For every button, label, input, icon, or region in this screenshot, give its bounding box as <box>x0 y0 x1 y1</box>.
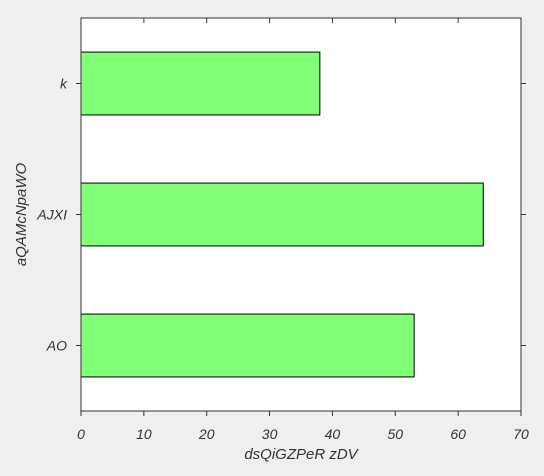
bars-group <box>80 51 484 378</box>
plot-frame <box>80 17 522 412</box>
x-tick-label: 60 <box>450 426 466 442</box>
tick-labels-group: k AJXI AO 0 10 20 30 40 50 60 70 <box>36 76 529 443</box>
x-tick-label: 30 <box>262 426 278 442</box>
y-tick-label: AJXI <box>36 207 67 223</box>
x-tick-label: 40 <box>325 426 341 442</box>
x-tick-label: 50 <box>387 426 403 442</box>
bar-k <box>80 51 321 116</box>
y-tick-label: AO <box>46 338 67 354</box>
bar-ao <box>80 313 415 378</box>
bar-ajxi <box>80 182 484 247</box>
x-tick-label: 70 <box>513 426 529 442</box>
x-tick-label: 10 <box>136 426 152 442</box>
x-tick-label: 0 <box>77 426 85 442</box>
y-axis-label: aQAMcNpaWO <box>13 162 30 266</box>
x-tick-label: 20 <box>198 426 215 442</box>
x-axis-label: dsQiGZPeR zDV <box>244 446 359 463</box>
y-tick-label: k <box>60 76 68 92</box>
